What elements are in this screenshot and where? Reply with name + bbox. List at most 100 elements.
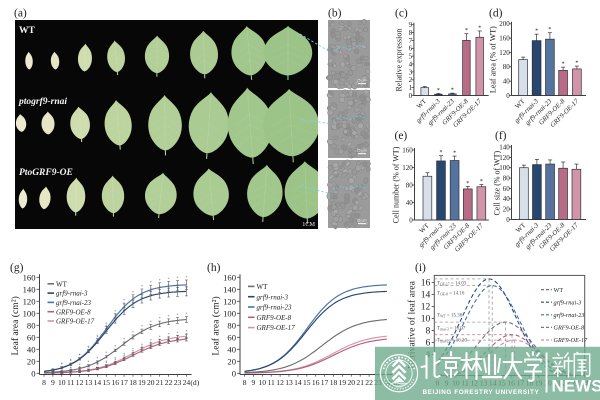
svg-text:60: 60 (27, 332, 36, 342)
svg-text:WT: WT (257, 283, 269, 291)
svg-text:12: 12 (276, 378, 284, 387)
svg-text:ptogrf9-rnai: ptogrf9-rnai (18, 97, 67, 107)
svg-text:WT: WT (56, 280, 68, 288)
svg-text:*: * (61, 368, 63, 372)
svg-text:*: * (562, 62, 565, 68)
svg-text:140: 140 (499, 143, 510, 151)
svg-text:*: * (451, 88, 454, 94)
svg-text:19: 19 (339, 378, 347, 387)
svg-text:23: 23 (174, 378, 182, 387)
svg-text:2: 2 (409, 76, 413, 84)
svg-text:0: 0 (409, 216, 413, 224)
svg-text:*: * (61, 363, 63, 367)
svg-text:*: * (114, 313, 116, 317)
svg-text:*: * (114, 345, 116, 349)
svg-text:*: * (96, 336, 98, 340)
svg-text:0: 0 (506, 92, 510, 100)
svg-text:20: 20 (348, 378, 356, 387)
svg-text:grf9-rnai-23: grf9-rnai-23 (257, 304, 293, 312)
svg-text:14: 14 (294, 378, 302, 387)
svg-text:*: * (61, 367, 63, 371)
svg-text:100: 100 (23, 308, 36, 318)
svg-text:*: * (168, 333, 170, 337)
svg-text:11: 11 (268, 378, 276, 387)
svg-text:120: 120 (499, 49, 510, 57)
svg-text:160: 160 (402, 146, 413, 154)
svg-text:*: * (88, 346, 90, 350)
svg-text:*: * (535, 29, 538, 35)
svg-text:*: * (70, 359, 72, 363)
svg-text:*: * (114, 357, 116, 361)
svg-text:*: * (79, 354, 81, 358)
svg-text:80: 80 (503, 175, 511, 183)
svg-text:100: 100 (499, 164, 510, 172)
svg-text:25 μm: 25 μm (357, 149, 367, 153)
svg-text:GRF9-OE-8: GRF9-OE-8 (257, 314, 292, 322)
svg-text:*: * (159, 336, 161, 340)
svg-text:*: * (168, 336, 170, 340)
svg-text:Derivative of leaf area: Derivative of leaf area (407, 280, 418, 368)
svg-text:40: 40 (27, 344, 36, 354)
svg-text:*: * (141, 346, 143, 350)
svg-text:GRF9-OE-17: GRF9-OE-17 (56, 318, 95, 326)
svg-text:3: 3 (409, 68, 413, 76)
svg-text:*: * (177, 334, 179, 338)
svg-text:9: 9 (51, 378, 55, 387)
svg-text:160: 160 (223, 272, 236, 282)
svg-text:Leaf area (cm²): Leaf area (cm²) (211, 296, 222, 355)
svg-text:13: 13 (85, 378, 93, 387)
svg-text:16: 16 (421, 278, 431, 289)
svg-text:*: * (159, 285, 161, 289)
svg-text:40: 40 (503, 195, 511, 203)
svg-text:120: 120 (499, 154, 510, 162)
svg-text:13: 13 (285, 378, 293, 387)
svg-text:15: 15 (303, 378, 311, 387)
svg-text:18: 18 (330, 378, 338, 387)
svg-text:22: 22 (165, 378, 173, 387)
svg-text:TOE-8 = 14.16: TOE-8 = 14.16 (437, 292, 465, 297)
svg-text:*: * (105, 361, 107, 365)
svg-text:*: * (548, 27, 551, 33)
svg-text:*: * (185, 333, 187, 337)
svg-text:200: 200 (499, 20, 510, 28)
svg-text:*: * (168, 277, 170, 281)
svg-text:Cell size (% of WT): Cell size (% of WT) (493, 151, 502, 216)
svg-text:grf9-rnai-3: grf9-rnai-3 (56, 290, 88, 298)
svg-text:14: 14 (94, 378, 102, 387)
svg-text:grf9-rnai-23: grf9-rnai-23 (56, 299, 92, 307)
svg-text:25 μm: 25 μm (357, 79, 367, 83)
svg-text:Leaf area (cm²): Leaf area (cm²) (10, 296, 21, 355)
svg-text:60: 60 (503, 185, 511, 193)
svg-text:(e): (e) (395, 130, 408, 142)
svg-text:21: 21 (156, 378, 164, 387)
svg-text:*: * (88, 365, 90, 369)
svg-text:*: * (132, 296, 134, 300)
svg-text:*: * (123, 355, 125, 359)
svg-text:*: * (79, 354, 81, 358)
svg-text:Trnai-3 = 16.07: Trnai-3 = 16.07 (437, 327, 466, 332)
svg-text:*: * (123, 338, 125, 342)
svg-text:20: 20 (147, 378, 155, 387)
svg-text:*: * (150, 281, 152, 285)
svg-text:140: 140 (223, 284, 236, 294)
svg-text:*: * (177, 314, 179, 318)
svg-text:*: * (96, 357, 98, 361)
svg-text:*: * (453, 151, 456, 157)
svg-text:*: * (132, 331, 134, 335)
svg-text:GRF9-OE-17: GRF9-OE-17 (257, 324, 296, 332)
svg-text:*: * (177, 277, 179, 281)
svg-text:*: * (105, 325, 107, 329)
svg-text:*: * (141, 291, 143, 295)
svg-text:(f): (f) (495, 130, 507, 142)
svg-text:4: 4 (409, 60, 413, 68)
svg-text:10: 10 (259, 378, 267, 387)
svg-text:*: * (70, 367, 72, 371)
svg-text:5: 5 (409, 53, 413, 61)
svg-text:60: 60 (227, 332, 236, 342)
svg-text:0: 0 (409, 92, 413, 100)
svg-text:TOE-17 = 14.03: TOE-17 = 14.03 (437, 281, 467, 286)
svg-text:*: * (185, 283, 187, 287)
svg-text:0: 0 (31, 368, 35, 378)
svg-text:17: 17 (321, 378, 329, 387)
svg-text:40: 40 (227, 344, 236, 354)
